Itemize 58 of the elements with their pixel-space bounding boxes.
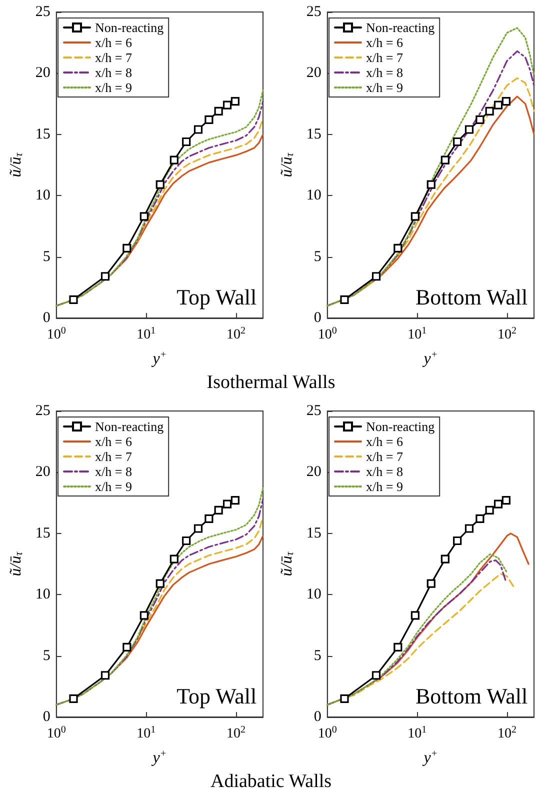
y-tick-label: 25 [35,4,50,20]
y-tick-label: 15 [306,126,322,142]
y-tick-label: 10 [35,586,50,603]
legend-label: x/h = 9 [366,479,403,494]
x-axis-title: y+ [422,748,438,766]
legend-label: x/h = 6 [366,35,404,50]
legend-label: x/h = 7 [366,50,404,65]
y-tick-label: 0 [314,310,322,326]
y-tick-label: 0 [42,310,50,326]
y-tick-label: 20 [35,464,50,480]
legend-label: x/h = 7 [95,449,132,464]
x-axis-title: y+ [150,748,167,766]
legend-label: x/h = 8 [366,464,403,479]
legend-label: x/h = 9 [95,80,132,95]
y-tick-label: 25 [306,4,322,20]
y-tick-label: 20 [306,65,322,82]
y-tick-label: 0 [42,709,50,725]
annotation: Top Wall [176,684,257,708]
y-tick-label: 20 [35,65,50,82]
y-axis-title: ũ/ūτ [8,550,25,576]
legend-label: Non-reacting [366,419,436,434]
legend-label: Non-reacting [366,20,436,35]
y-tick-label: 25 [306,403,322,419]
y-tick-label: 15 [306,525,322,542]
legend-label: x/h = 6 [95,434,132,449]
y-axis-title: ũ/ūτ [278,550,296,576]
y-tick-label: 5 [314,248,322,265]
y-tick-label: 15 [35,525,50,542]
y-axis-title: ũ/ūτ [8,152,25,178]
y-tick-label: 20 [306,464,322,480]
legend-label: x/h = 6 [95,35,132,50]
y-tick-label: 10 [35,188,50,204]
y-axis-title: ũ/ūτ [278,152,296,178]
legend-label: Non-reacting [95,419,164,434]
legend-label: x/h = 6 [366,434,404,449]
annotation: Bottom Wall [415,684,528,708]
y-tick-label: 10 [306,586,322,603]
legend-label: Non-reacting [95,20,164,35]
legend-label: x/h = 7 [95,50,132,65]
y-tick-label: 10 [306,188,322,204]
y-tick-label: 0 [314,709,322,725]
y-tick-label: 5 [42,648,50,664]
x-axis-title: y+ [422,350,438,368]
legend-label: x/h = 8 [366,65,403,80]
annotation: Top Wall [176,284,257,310]
y-tick-label: 25 [35,403,50,419]
legend-label: x/h = 9 [366,80,403,95]
y-tick-label: 5 [42,248,50,265]
y-tick-label: 5 [314,648,322,664]
x-axis-title: y+ [150,350,167,368]
legend-label: x/h = 9 [95,479,132,494]
legend-label: x/h = 7 [366,449,404,464]
text: Isothermal Walls [206,372,336,393]
text: Adiabatic Walls [210,771,332,792]
annotation: Bottom Wall [415,284,528,310]
legend-label: x/h = 8 [95,464,132,479]
legend-label: x/h = 8 [95,65,132,80]
y-tick-label: 15 [35,126,50,142]
